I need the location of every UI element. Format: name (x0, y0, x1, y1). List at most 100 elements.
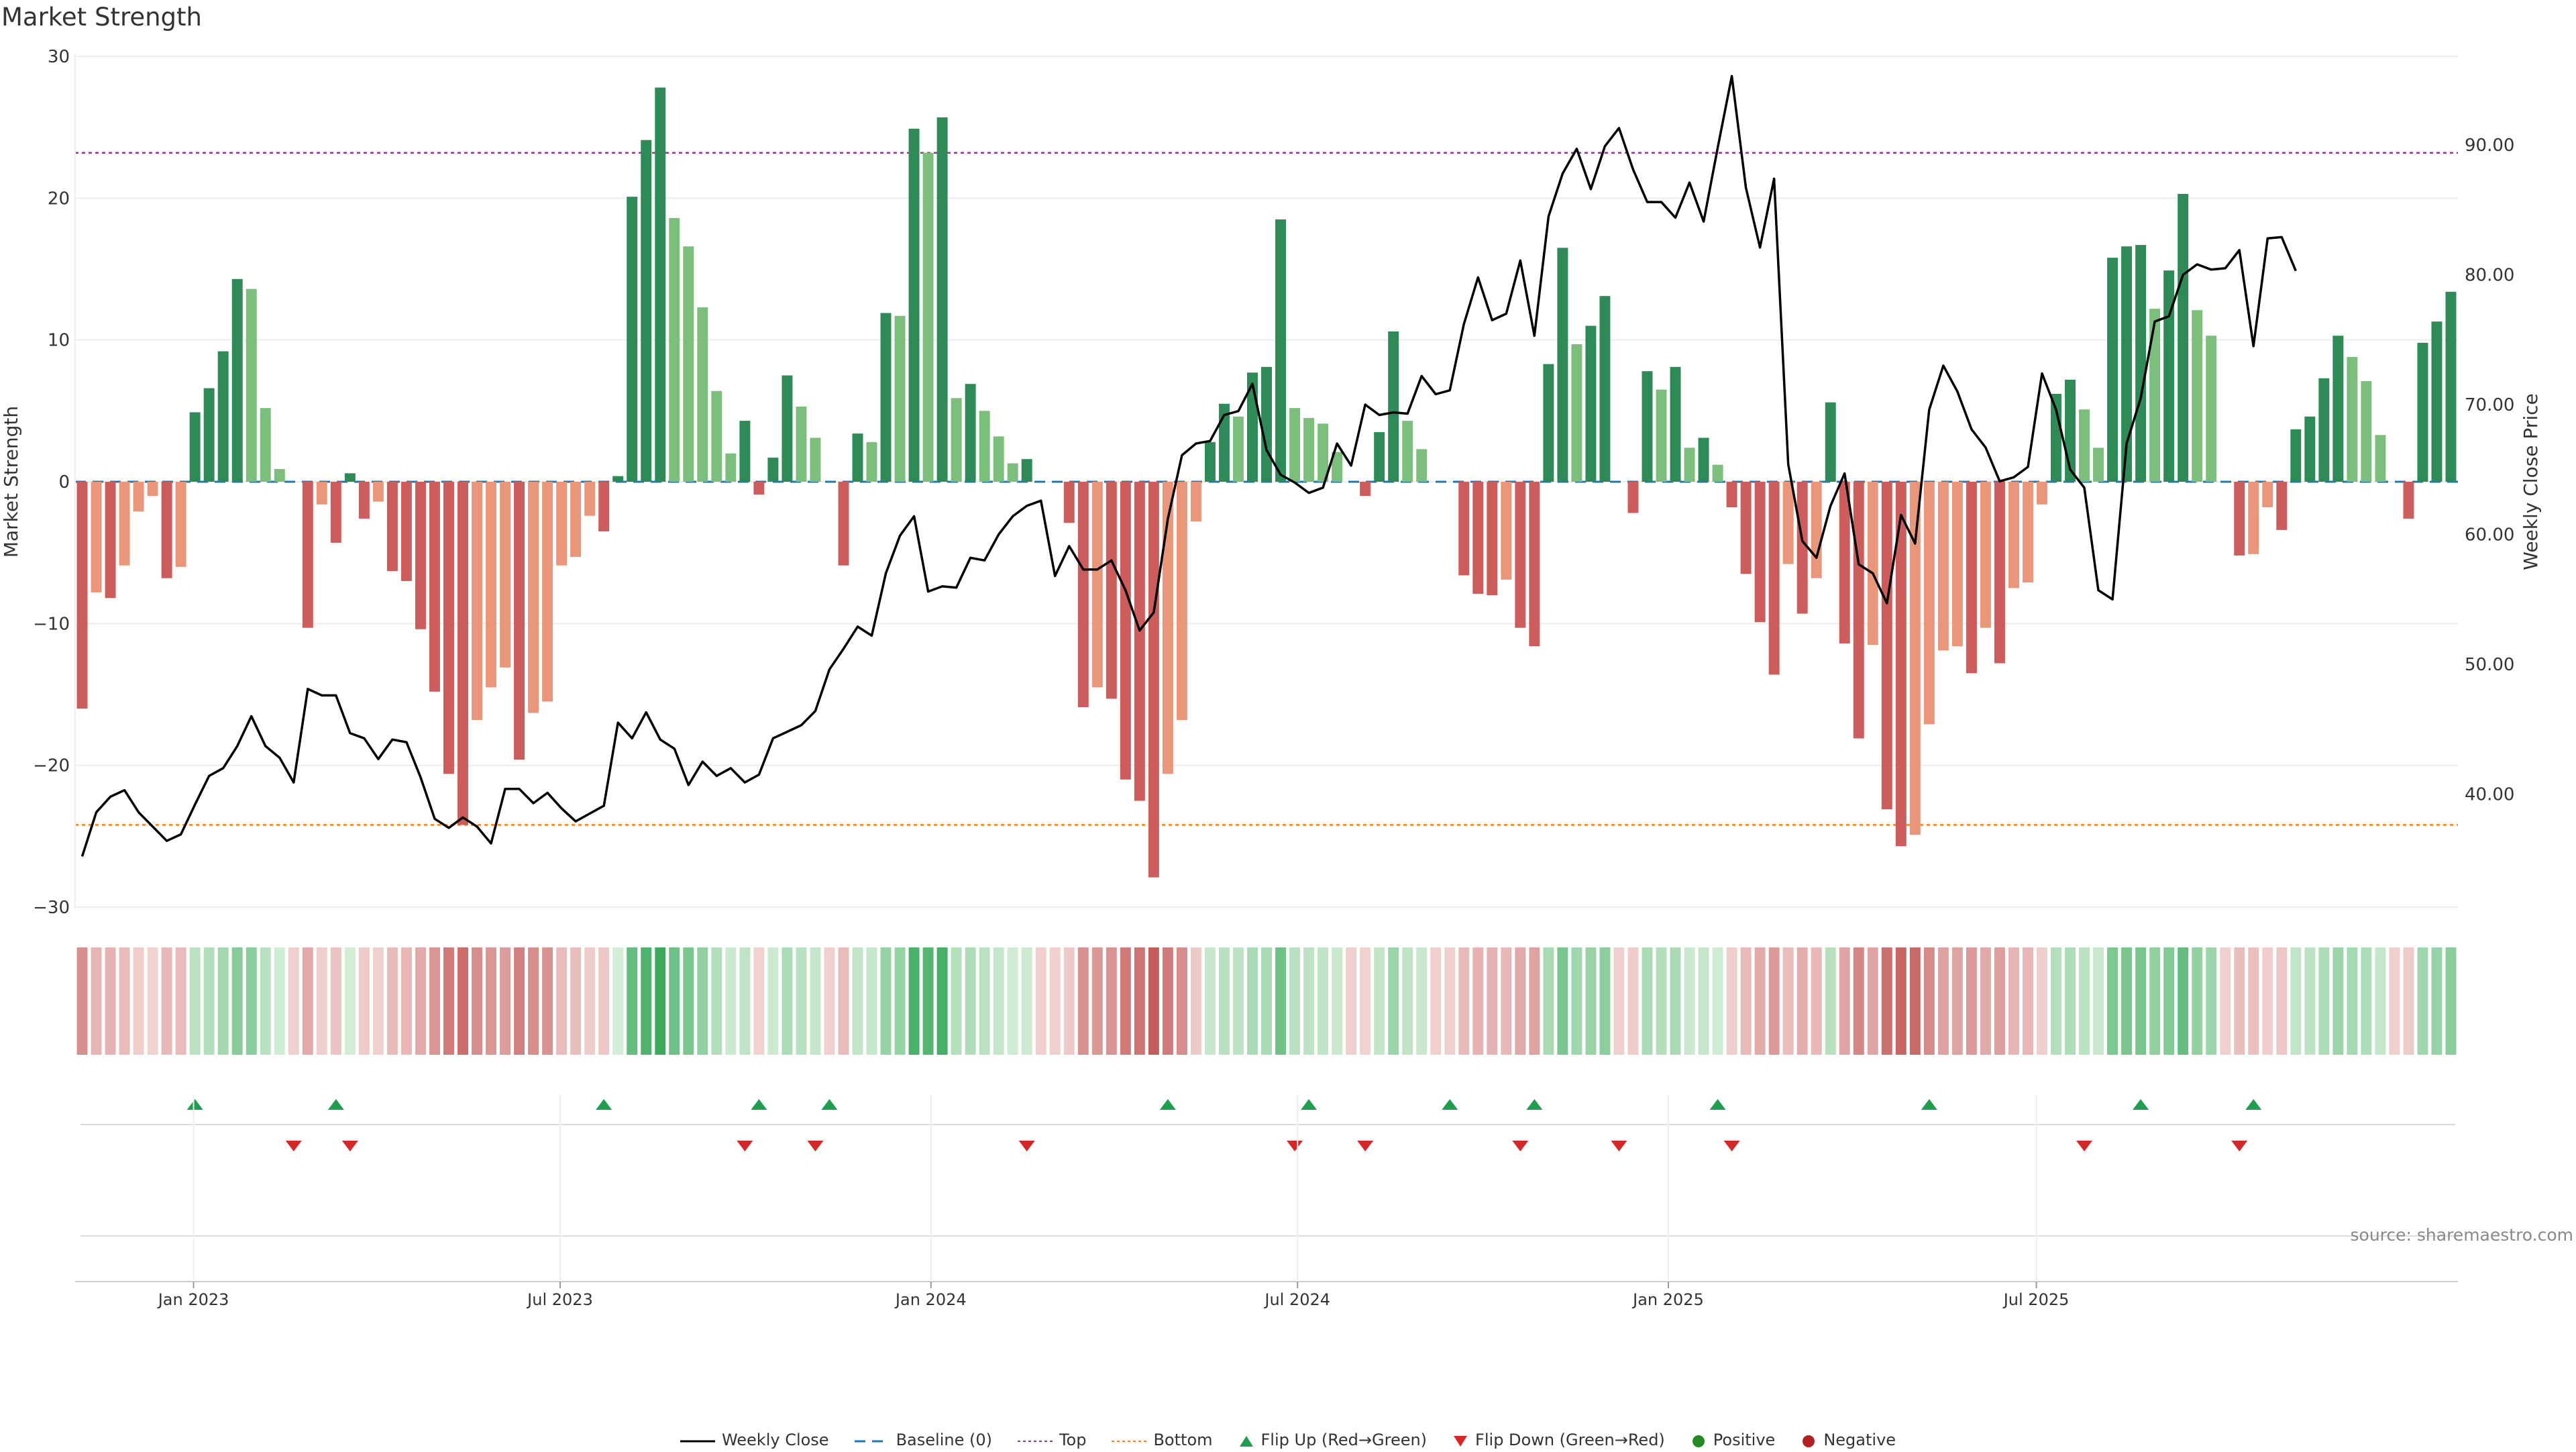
heat-cell (1218, 947, 1230, 1055)
heat-cell (2375, 947, 2386, 1055)
strength-bar (2347, 357, 2358, 482)
strength-bar (1867, 482, 1878, 645)
strength-bar (697, 307, 708, 482)
y-tick-label: −20 (33, 756, 70, 776)
strength-bar (1839, 482, 1850, 643)
strength-bar (1388, 331, 1399, 482)
heat-cell (2051, 947, 2061, 1055)
heat-cell (1388, 947, 1399, 1055)
heat-cell (175, 947, 186, 1055)
strength-bar (1204, 442, 1216, 482)
strength-bar (880, 313, 892, 482)
heat-cell (2431, 947, 2443, 1055)
strength-bar (1543, 364, 1554, 482)
strength-bar (2417, 342, 2428, 482)
heat-cell (584, 947, 596, 1055)
heat-cell (641, 947, 652, 1055)
heat-cell (2318, 947, 2330, 1055)
strength-bar (1712, 464, 1723, 482)
heat-cell (372, 947, 384, 1055)
heat-cell (2107, 947, 2118, 1055)
heat-cell (1035, 947, 1046, 1055)
heat-cell (1543, 947, 1554, 1055)
strength-bar (231, 278, 243, 482)
strength-bar (1571, 344, 1582, 482)
heat-cell (1232, 947, 1244, 1055)
strength-bar (1232, 416, 1244, 482)
strength-bar (316, 482, 327, 505)
flip-down-marker (737, 1141, 753, 1151)
strength-bar (2375, 435, 2386, 482)
triangle-down-icon (1452, 1433, 1468, 1447)
y-tick-label: −10 (33, 614, 70, 634)
legend-label: Weekly Close (721, 1431, 829, 1449)
legend-label: Bottom (1153, 1431, 1213, 1449)
strength-bar (500, 482, 511, 668)
strength-bar (1557, 248, 1568, 482)
heat-cell (1599, 947, 1611, 1055)
strength-bar (119, 482, 130, 566)
heat-cell (655, 947, 666, 1055)
heat-cell (2093, 947, 2104, 1055)
strength-bar (1106, 482, 1117, 699)
heat-cell (1261, 947, 1272, 1055)
heat-cell (330, 947, 341, 1055)
chart-legend: Weekly Close Baseline (0) Top Bottom Fli… (0, 1428, 2576, 1452)
legend-line-swatch (680, 1433, 715, 1447)
strength-bar (1895, 482, 1907, 847)
heat-cell (1501, 947, 1512, 1055)
heat-cell (76, 947, 88, 1055)
circle-icon (1801, 1433, 1817, 1447)
heat-cell (725, 947, 737, 1055)
heat-cell (1782, 947, 1794, 1055)
y-tick-label: 20 (48, 189, 70, 209)
strength-bar (1515, 482, 1526, 628)
strength-bar (2051, 393, 2061, 482)
heat-cell (105, 947, 116, 1055)
heat-cell (1106, 947, 1117, 1055)
heat-cell (246, 947, 257, 1055)
strength-bar (866, 442, 877, 482)
heat-cell (739, 947, 751, 1055)
heat-cell (2361, 947, 2372, 1055)
heat-cell (386, 947, 398, 1055)
strength-bars (76, 87, 2457, 878)
strength-bar (2192, 310, 2203, 482)
strength-bar (1951, 482, 1963, 647)
heat-cell (1444, 947, 1456, 1055)
strength-bar (2248, 482, 2259, 554)
strength-bar (1782, 482, 1794, 564)
strength-bar (400, 482, 412, 581)
strength-bar (133, 482, 144, 512)
strength-bar (2079, 409, 2090, 482)
heat-cell (1656, 947, 1667, 1055)
strength-bar (2304, 416, 2316, 482)
heat-cell (627, 947, 638, 1055)
y-axis-label: Market Strength (0, 406, 22, 558)
heat-cell (1332, 947, 1343, 1055)
heat-cell (838, 947, 849, 1055)
y2-axis: 90.00 80.00 70.00 60.00 50.00 40.00 (2465, 136, 2514, 805)
heat-cell (1754, 947, 1766, 1055)
x-tick-label: Jan 2023 (157, 1290, 229, 1309)
heat-cell (528, 947, 539, 1055)
heat-cell (217, 947, 229, 1055)
heat-cell (1077, 947, 1089, 1055)
strength-bar (1923, 482, 1935, 725)
heat-cell (358, 947, 370, 1055)
strength-bar (2262, 482, 2273, 508)
heat-cell (1867, 947, 1878, 1055)
strength-bar (2431, 321, 2443, 482)
legend-positive: Positive (1690, 1431, 1775, 1449)
strength-bar (612, 476, 624, 482)
y-tick-label: 0 (58, 472, 70, 492)
strength-bar (979, 411, 990, 482)
strength-bar (189, 412, 201, 482)
x-tick-label: Jan 2025 (1631, 1290, 1704, 1309)
heat-cell (2079, 947, 2090, 1055)
strength-bar (711, 391, 722, 482)
strength-bar (1303, 417, 1315, 482)
strength-bar (965, 384, 976, 482)
flip-down-marker (341, 1141, 358, 1151)
strength-bar (1134, 482, 1145, 801)
